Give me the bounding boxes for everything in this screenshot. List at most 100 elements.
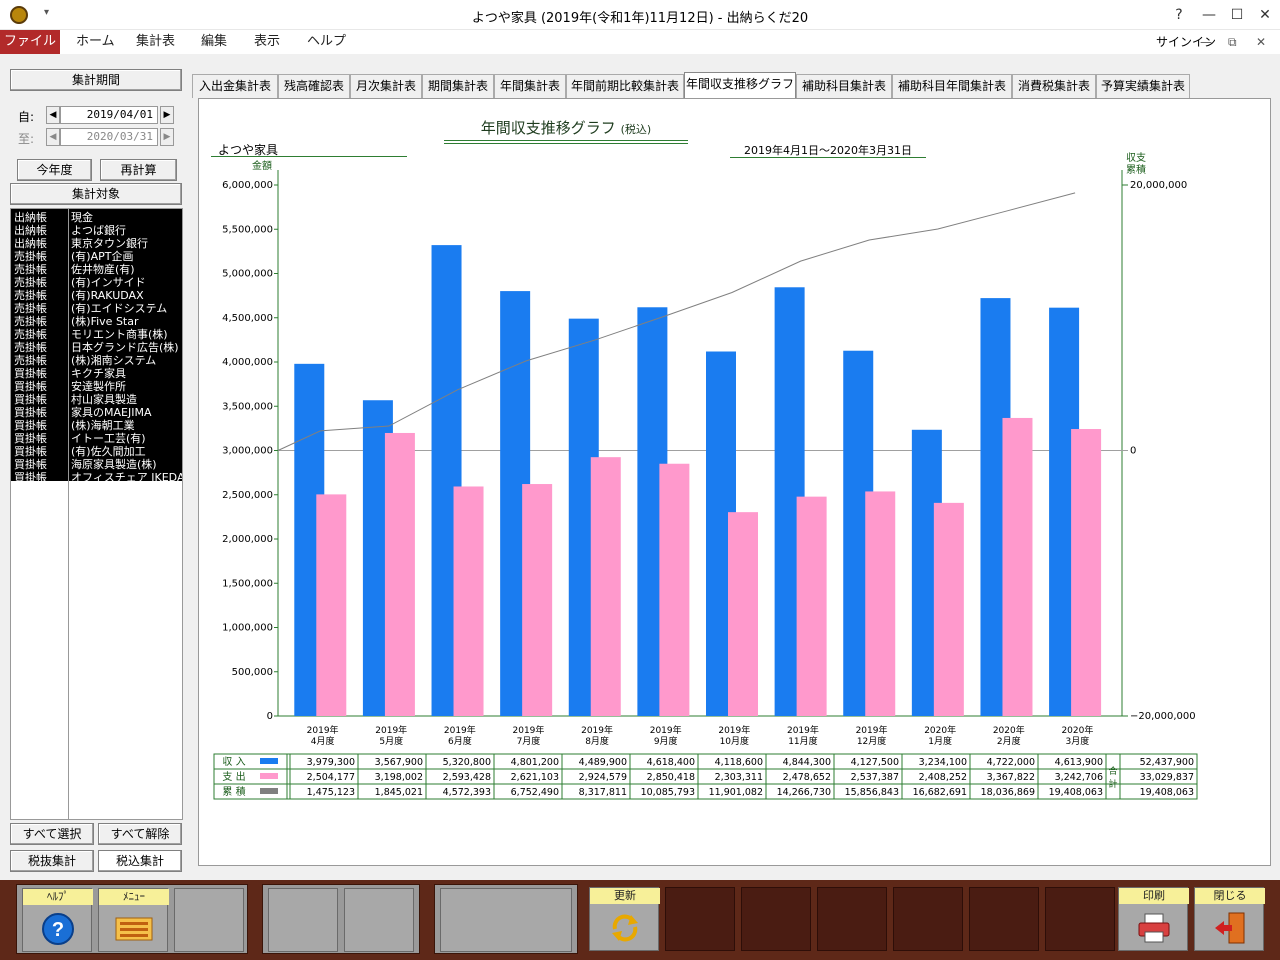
x-tick-label-year: 2019年 xyxy=(581,724,613,736)
period-button[interactable]: 集計期間 xyxy=(10,69,182,91)
menu-home[interactable]: ホーム xyxy=(76,34,115,49)
print-tool-button[interactable]: 印刷 xyxy=(1118,887,1189,951)
list-item[interactable]: 売掛帳 (株)Five Star xyxy=(11,315,182,328)
window-title: よつや家具 (2019年(令和1年)11月12日) - 出納らくだ20 xyxy=(471,11,809,26)
list-item[interactable]: 買掛帳 村山家具製造 xyxy=(11,393,182,406)
x-tick-label-month: 3月度 xyxy=(1066,735,1090,747)
left-tick-label: 5,500,000 xyxy=(222,224,273,235)
list-item-type: 売掛帳 xyxy=(14,302,47,315)
list-item[interactable]: 買掛帳 安達製作所 xyxy=(11,380,182,393)
list-item[interactable]: 買掛帳 海原家具製造(株) xyxy=(11,458,182,471)
tab-1[interactable]: 残高確認表 xyxy=(278,74,350,98)
tab-6[interactable]: 年間収支推移グラフ xyxy=(684,72,796,99)
list-item-name: (有)インサイド xyxy=(71,276,146,289)
tab-8[interactable]: 補助科目年間集計表 xyxy=(892,74,1012,98)
list-item[interactable]: 買掛帳 キクチ家具 xyxy=(11,367,182,380)
x-tick-label-year: 2020年 xyxy=(993,724,1025,736)
ribbon-minimize-icon[interactable]: — xyxy=(1200,35,1212,49)
minimize-button[interactable]: — xyxy=(1202,7,1216,23)
list-item[interactable]: 売掛帳 (有)インサイド xyxy=(11,276,182,289)
list-item[interactable]: 売掛帳 モリエント商事(株) xyxy=(11,328,182,341)
recalc-button[interactable]: 再計算 xyxy=(100,159,177,181)
chart-title: 年間収支推移グラフ (税込) xyxy=(480,119,652,137)
list-item[interactable]: 買掛帳 オフィスチェア IKEDA xyxy=(11,471,182,484)
list-item[interactable]: 買掛帳 (株)海朝工業 xyxy=(11,419,182,432)
list-item[interactable]: 買掛帳 家具のMAEJIMA xyxy=(11,406,182,419)
x-tick-label-month: 2月度 xyxy=(997,735,1021,747)
x-tick-label-month: 5月度 xyxy=(379,735,403,747)
x-tick-label-month: 12月度 xyxy=(857,735,886,747)
from-date-field[interactable]: 2019/04/01 xyxy=(60,106,158,124)
list-item[interactable]: 売掛帳 (有)APT企画 xyxy=(11,250,182,263)
to-prev-arrow-icon[interactable]: ◀ xyxy=(46,128,60,146)
from-prev-arrow-icon[interactable]: ◀ xyxy=(46,106,60,124)
left-tick-label: 4,000,000 xyxy=(222,357,273,368)
tab-3[interactable]: 期間集計表 xyxy=(422,74,494,98)
menu-view[interactable]: 表示 xyxy=(254,34,281,49)
close-window-button[interactable]: ✕ xyxy=(1259,7,1271,23)
legend-swatch xyxy=(260,788,278,794)
menu-file[interactable]: ファイル xyxy=(0,30,60,54)
tab-7[interactable]: 補助科目集計表 xyxy=(796,74,892,98)
table-cell: 11,901,082 xyxy=(709,787,763,798)
list-divider xyxy=(68,209,69,819)
list-item-type: 売掛帳 xyxy=(14,328,47,341)
tab-9[interactable]: 消費税集計表 xyxy=(1012,74,1096,98)
menu-reports[interactable]: 集計表 xyxy=(136,34,176,49)
toolbar-group-1: ﾍﾙﾌﾟ ? ﾒﾆｭｰ xyxy=(16,884,248,954)
menu-edit[interactable]: 編集 xyxy=(201,34,228,49)
tax-excl-button[interactable]: 税抜集計 xyxy=(10,850,94,872)
target-button[interactable]: 集計対象 xyxy=(10,183,182,205)
tab-10[interactable]: 予算実績集計表 xyxy=(1096,74,1190,98)
svg-text:?: ? xyxy=(52,919,64,941)
from-next-arrow-icon[interactable]: ▶ xyxy=(160,106,174,124)
list-item[interactable]: 出納帳 現金 xyxy=(11,211,182,224)
help-tool-button[interactable]: ﾍﾙﾌﾟ ? xyxy=(22,888,93,952)
list-item[interactable]: 買掛帳 (有)佐久間加工 xyxy=(11,445,182,458)
select-all-button[interactable]: すべて選択 xyxy=(10,823,94,845)
to-next-arrow-icon[interactable]: ▶ xyxy=(160,128,174,146)
list-item[interactable]: 売掛帳 (株)湘南システム xyxy=(11,354,182,367)
empty-tool-slot-6 xyxy=(741,887,811,951)
refresh-tool-button[interactable]: 更新 xyxy=(589,887,660,951)
empty-tool-slot-10 xyxy=(1045,887,1115,951)
to-date-field[interactable]: 2020/03/31 xyxy=(60,128,158,146)
expense-bar xyxy=(865,491,896,716)
ribbon-restore-icon[interactable]: ⧉ xyxy=(1228,35,1237,49)
menu-tool-button[interactable]: ﾒﾆｭｰ xyxy=(98,888,169,952)
company-name: よつや家具 xyxy=(218,143,279,157)
list-item-name: オフィスチェア IKEDA xyxy=(71,471,183,484)
table-cell: 18,036,869 xyxy=(981,787,1035,798)
tab-0[interactable]: 入出金集計表 xyxy=(192,74,278,98)
ribbon-close-icon[interactable]: ✕ xyxy=(1256,35,1267,49)
signin-link[interactable]: サインイン xyxy=(1155,35,1216,49)
menu-help[interactable]: ヘルプ xyxy=(307,34,347,49)
question-icon: ? xyxy=(36,909,80,949)
list-item[interactable]: 売掛帳 佐井物産(有) xyxy=(11,263,182,276)
list-item[interactable]: 売掛帳 (有)エイドシステム xyxy=(11,302,182,315)
target-list[interactable]: 出納帳 現金 出納帳 よつば銀行 出納帳 東京タウン銀行 売掛帳 (有)APT企画 売掛帳 佐井物… xyxy=(10,208,183,820)
list-item-name: モリエント商事(株) xyxy=(71,328,168,341)
maximize-button[interactable]: ☐ xyxy=(1230,7,1244,23)
close-tool-button[interactable]: 閉じる xyxy=(1194,887,1265,951)
this-year-button[interactable]: 今年度 xyxy=(17,159,92,181)
left-tick-label: 500,000 xyxy=(232,667,273,678)
tax-incl-button[interactable]: 税込集計 xyxy=(98,850,182,872)
app-icon[interactable] xyxy=(10,6,28,24)
left-tick-label: 2,500,000 xyxy=(222,490,273,501)
x-tick-label-year: 2019年 xyxy=(307,724,339,736)
right-tick-label: −20,000,000 xyxy=(1130,711,1196,722)
total-label-2: 計 xyxy=(1108,778,1117,790)
quick-access-dropdown-icon[interactable]: ▾ xyxy=(44,7,50,18)
tab-4[interactable]: 年間集計表 xyxy=(494,74,566,98)
tab-2[interactable]: 月次集計表 xyxy=(350,74,422,98)
list-item[interactable]: 売掛帳 (有)RAKUDAX xyxy=(11,289,182,302)
list-item[interactable]: 買掛帳 イトー工芸(有) xyxy=(11,432,182,445)
list-item[interactable]: 出納帳 東京タウン銀行 xyxy=(11,237,182,250)
deselect-all-button[interactable]: すべて解除 xyxy=(98,823,182,845)
help-icon[interactable]: ? xyxy=(1175,7,1183,23)
list-item[interactable]: 売掛帳 日本グランド広告(株) xyxy=(11,341,182,354)
list-item[interactable]: 出納帳 よつば銀行 xyxy=(11,224,182,237)
tab-5[interactable]: 年間前期比較集計表 xyxy=(566,74,684,98)
table-cell: 2,621,103 xyxy=(511,772,559,783)
